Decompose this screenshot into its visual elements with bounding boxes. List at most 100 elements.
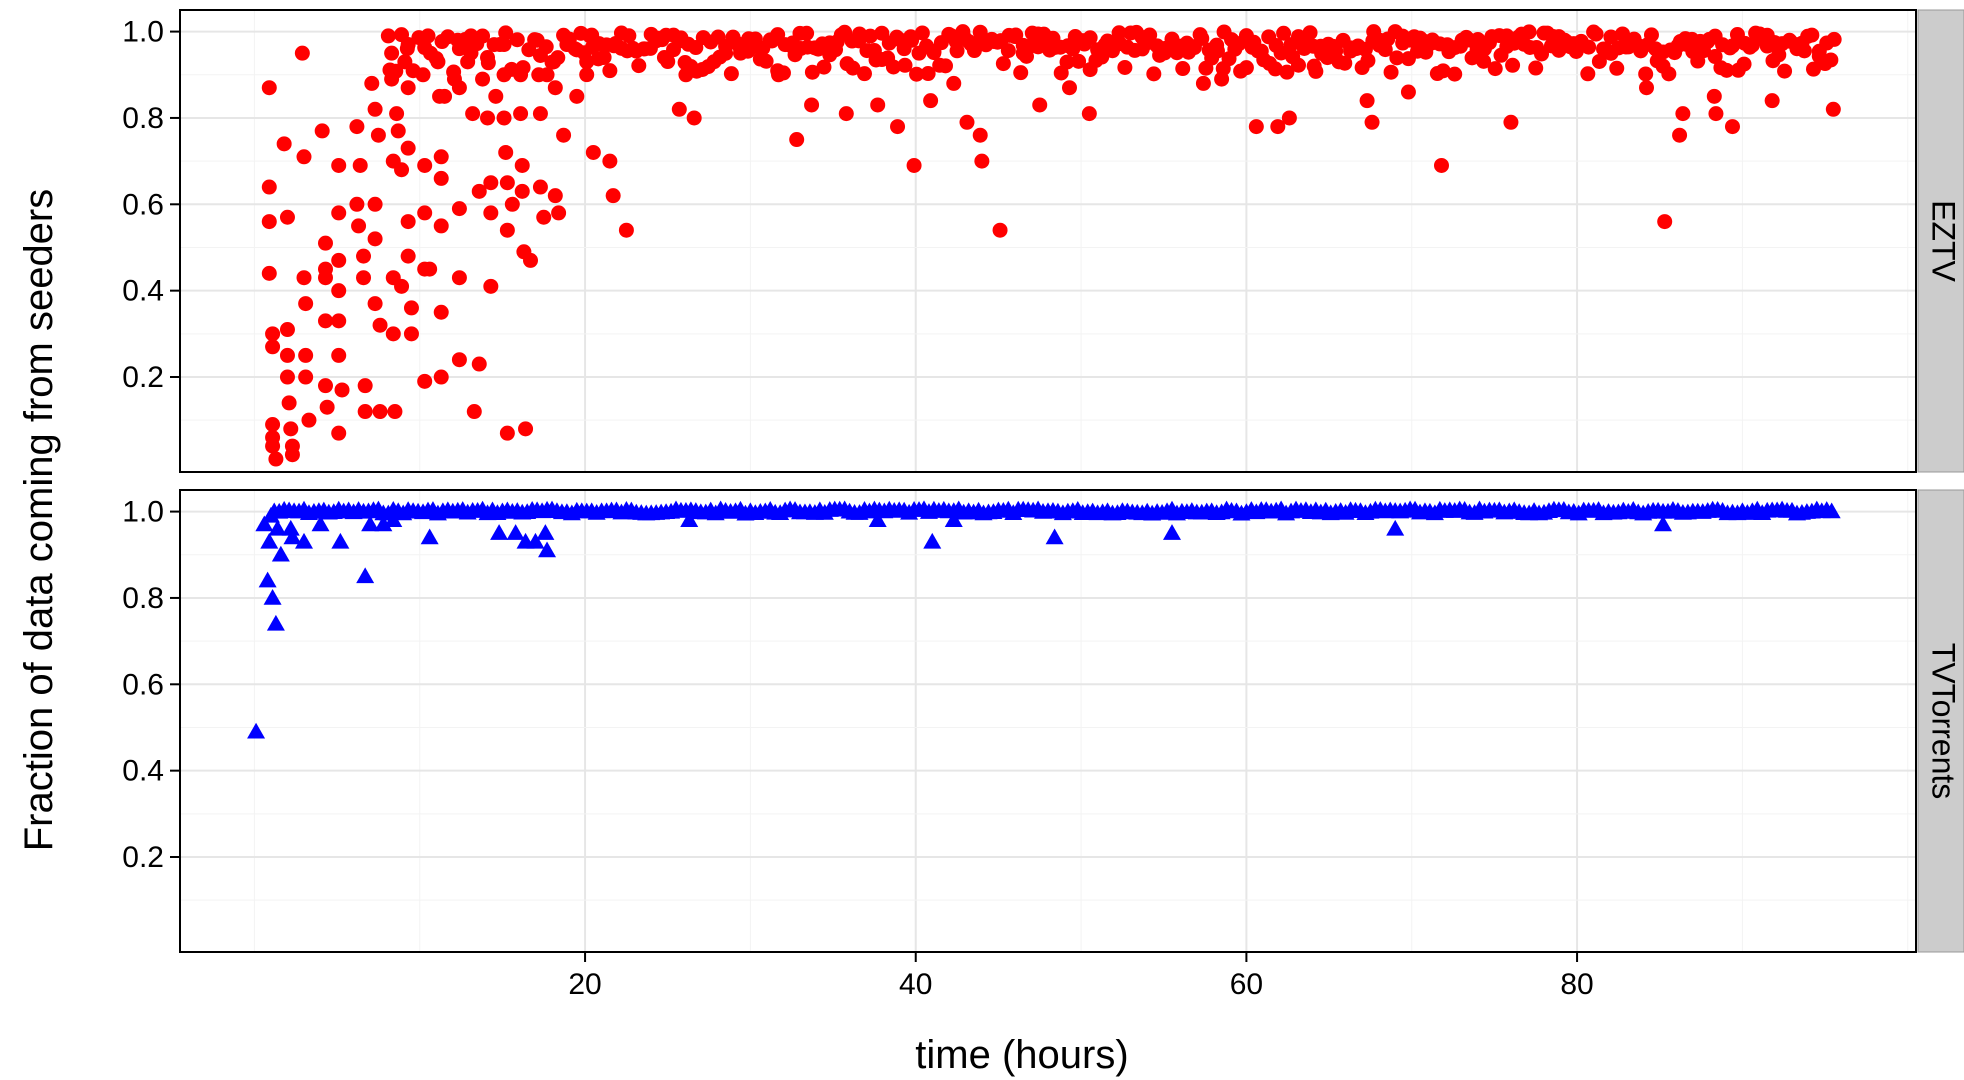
data-point — [1359, 93, 1375, 109]
panel-top-border — [179, 9, 1917, 473]
data-point — [547, 188, 563, 204]
data-point — [605, 188, 621, 204]
data-point — [258, 571, 277, 588]
data-point — [446, 64, 462, 80]
y-tick-label: 1.0 — [122, 496, 164, 529]
data-point — [1146, 66, 1162, 82]
data-point — [417, 157, 433, 173]
data-point — [1654, 515, 1673, 532]
data-point — [792, 25, 808, 41]
data-point — [247, 722, 266, 739]
data-point — [538, 39, 554, 55]
panel-bottom-background — [180, 490, 1916, 952]
strip-ezTV-label: EZTV — [1926, 200, 1962, 282]
data-point — [1639, 80, 1655, 96]
data-point — [1383, 64, 1399, 80]
data-point — [490, 524, 509, 540]
data-point — [1825, 101, 1841, 117]
data-point — [281, 395, 297, 411]
data-point — [372, 404, 388, 420]
data-point — [367, 196, 383, 212]
data-point — [372, 317, 388, 333]
data-point — [1677, 31, 1693, 47]
data-point — [1081, 106, 1097, 122]
data-point — [1290, 57, 1306, 73]
data-point — [261, 214, 277, 230]
data-point — [923, 93, 939, 109]
data-point — [498, 25, 514, 41]
data-point — [569, 88, 585, 104]
data-point — [1706, 88, 1722, 104]
data-point — [506, 524, 525, 540]
data-point — [357, 404, 373, 420]
data-point — [1364, 114, 1380, 130]
data-point — [433, 149, 449, 165]
data-point — [279, 369, 295, 385]
data-point — [856, 66, 872, 82]
data-point — [909, 66, 925, 82]
y-tick-label: 0.4 — [122, 275, 164, 308]
data-point — [1308, 63, 1324, 79]
data-point — [1822, 502, 1841, 519]
data-point — [538, 541, 557, 558]
data-point — [1487, 61, 1503, 77]
data-point — [972, 127, 988, 143]
data-point — [268, 451, 284, 467]
data-point — [514, 183, 530, 199]
data-point — [658, 27, 674, 43]
data-point — [1142, 27, 1158, 43]
x-tick-label: 60 — [1230, 968, 1263, 1001]
data-point — [1805, 61, 1821, 77]
data-point — [532, 179, 548, 195]
data-point — [390, 123, 406, 139]
data-point — [523, 252, 539, 268]
data-point — [499, 222, 515, 238]
data-point — [906, 157, 922, 173]
data-point — [265, 326, 281, 342]
data-point — [1045, 528, 1064, 545]
data-point — [496, 110, 512, 126]
y-axis-title: Fraction of data coming from seeders — [17, 189, 61, 852]
data-point — [680, 511, 699, 527]
data-point — [433, 369, 449, 385]
data-point — [311, 515, 330, 532]
panel-tvtorrents: 0.2 0.4 0.6 0.8 1.0 TVTorrents — [122, 489, 1964, 953]
data-point — [331, 425, 347, 441]
data-point — [331, 205, 347, 221]
data-point — [265, 339, 281, 355]
data-point — [1360, 53, 1376, 69]
data-point — [451, 352, 467, 368]
data-point — [671, 101, 687, 117]
data-point — [890, 119, 906, 135]
data-point — [532, 106, 548, 122]
data-point — [457, 31, 473, 47]
data-point — [394, 278, 410, 294]
strip-tvtorrents: TVTorrents — [1917, 489, 1964, 953]
data-point — [331, 313, 347, 329]
data-point — [451, 201, 467, 217]
data-point — [317, 235, 333, 251]
panel-top-background — [180, 10, 1916, 472]
data-point — [387, 404, 403, 420]
data-point — [357, 378, 373, 394]
data-point — [488, 88, 504, 104]
data-point — [399, 41, 415, 57]
data-point — [1023, 38, 1039, 54]
data-point — [295, 532, 313, 549]
data-point — [1008, 27, 1024, 43]
data-point — [1111, 25, 1127, 41]
data-point — [352, 157, 368, 173]
data-point — [364, 75, 380, 91]
data-point — [433, 304, 449, 320]
data-point — [284, 447, 300, 463]
data-point — [1267, 61, 1283, 77]
x-tick-label: 40 — [899, 968, 932, 1001]
data-point — [1736, 56, 1752, 72]
data-point — [296, 149, 312, 165]
data-point — [1580, 66, 1596, 82]
data-point — [263, 588, 282, 605]
data-point — [904, 32, 920, 48]
data-point — [331, 283, 347, 299]
data-point — [606, 38, 622, 54]
data-point — [483, 175, 499, 191]
